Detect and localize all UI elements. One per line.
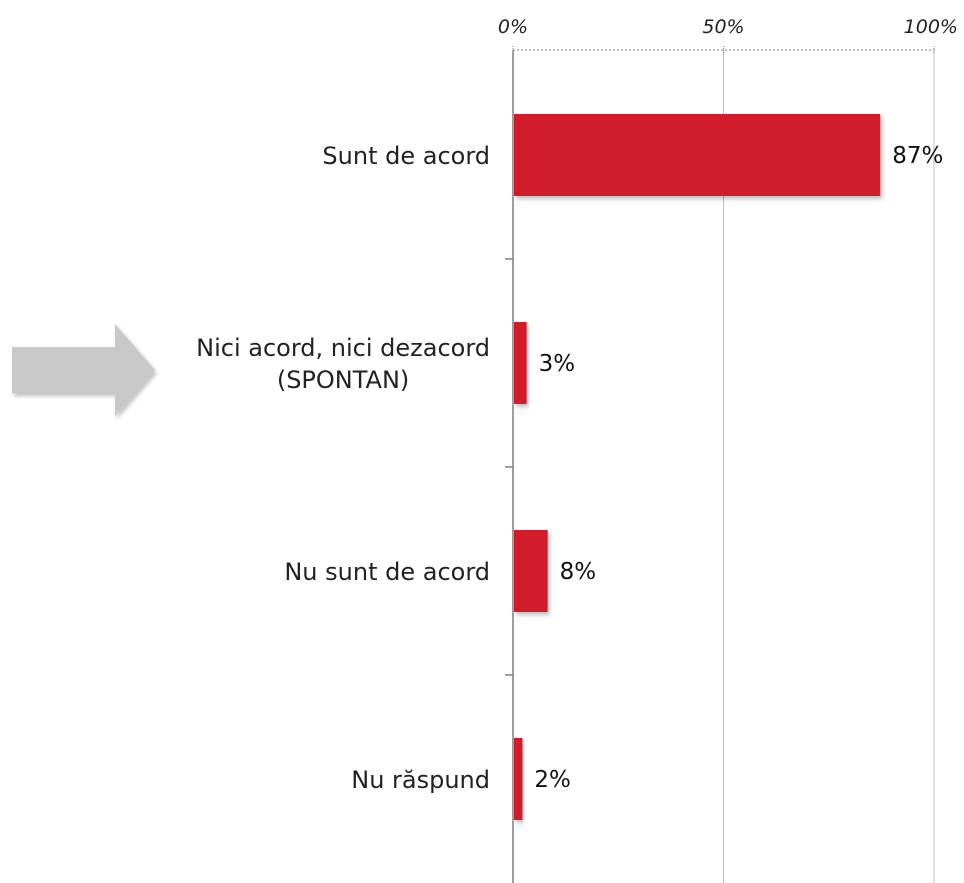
value-label: 87% xyxy=(892,143,943,169)
bar xyxy=(514,114,881,196)
bar xyxy=(514,322,527,404)
category-label-line: Nu răspund xyxy=(351,766,490,794)
category-label: Nici acord, nici dezacord (SPONTAN) xyxy=(196,334,490,394)
category-label: Nu răspund xyxy=(351,766,490,794)
category-label-line: Nici acord, nici dezacord xyxy=(196,334,490,362)
value-labels: 87% 3% 8% 2% xyxy=(534,143,943,793)
category-label-line: Nu sunt de acord xyxy=(284,558,490,586)
axes xyxy=(505,46,935,883)
x-tick-label: 0% xyxy=(498,16,528,38)
value-label: 8% xyxy=(560,559,597,585)
bars xyxy=(514,114,881,820)
category-labels: Sunt de acord Nici acord, nici dezacord (S… xyxy=(196,142,490,794)
category-label-line: (SPONTAN) xyxy=(277,366,409,394)
x-tick-label: 100% xyxy=(904,16,958,38)
bar xyxy=(514,738,523,820)
x-tick-labels: 0% 50% 100% xyxy=(498,16,958,38)
category-label: Sunt de acord xyxy=(322,142,490,170)
category-label-line: Sunt de acord xyxy=(322,142,490,170)
value-label: 2% xyxy=(534,767,571,793)
category-label: Nu sunt de acord xyxy=(284,558,490,586)
bar xyxy=(514,530,548,612)
annotations xyxy=(12,324,155,416)
value-label: 3% xyxy=(539,351,576,377)
x-tick-label: 50% xyxy=(702,16,744,38)
arrow-right-icon xyxy=(12,324,155,416)
